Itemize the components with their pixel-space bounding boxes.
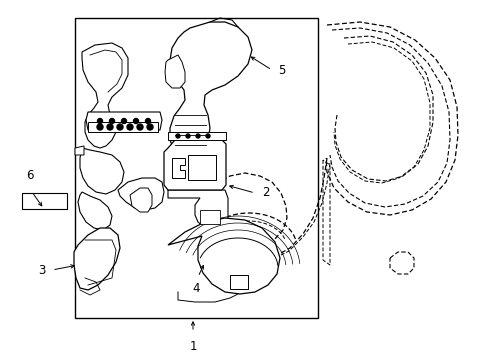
Polygon shape <box>130 188 152 212</box>
Circle shape <box>145 118 150 123</box>
Circle shape <box>185 134 190 138</box>
Polygon shape <box>74 228 120 290</box>
Polygon shape <box>163 140 225 190</box>
Circle shape <box>107 124 113 130</box>
Circle shape <box>127 124 133 130</box>
Polygon shape <box>168 132 225 140</box>
Polygon shape <box>88 122 158 132</box>
Polygon shape <box>172 158 184 178</box>
Bar <box>229 275 247 289</box>
Text: 3: 3 <box>39 264 46 276</box>
Polygon shape <box>75 146 84 155</box>
Bar <box>75 18 317 318</box>
Polygon shape <box>168 218 280 294</box>
Circle shape <box>109 118 114 123</box>
Polygon shape <box>118 178 163 210</box>
Circle shape <box>97 124 103 130</box>
Circle shape <box>205 134 209 138</box>
Circle shape <box>121 118 126 123</box>
Circle shape <box>117 124 123 130</box>
Text: 2: 2 <box>262 186 269 199</box>
Circle shape <box>196 134 200 138</box>
Circle shape <box>133 118 138 123</box>
Text: 6: 6 <box>26 169 34 182</box>
Circle shape <box>97 118 102 123</box>
Circle shape <box>147 124 153 130</box>
Circle shape <box>137 124 142 130</box>
Bar <box>200 210 220 224</box>
Circle shape <box>176 134 180 138</box>
Polygon shape <box>168 190 227 230</box>
Text: 4: 4 <box>192 282 199 295</box>
Polygon shape <box>86 112 162 130</box>
Polygon shape <box>78 192 112 230</box>
Bar <box>22 193 67 209</box>
Polygon shape <box>82 43 128 148</box>
Text: 5: 5 <box>278 63 285 77</box>
Polygon shape <box>170 22 251 156</box>
Bar <box>187 155 216 180</box>
Polygon shape <box>80 148 124 194</box>
Polygon shape <box>164 55 184 88</box>
Text: 1: 1 <box>189 340 196 353</box>
